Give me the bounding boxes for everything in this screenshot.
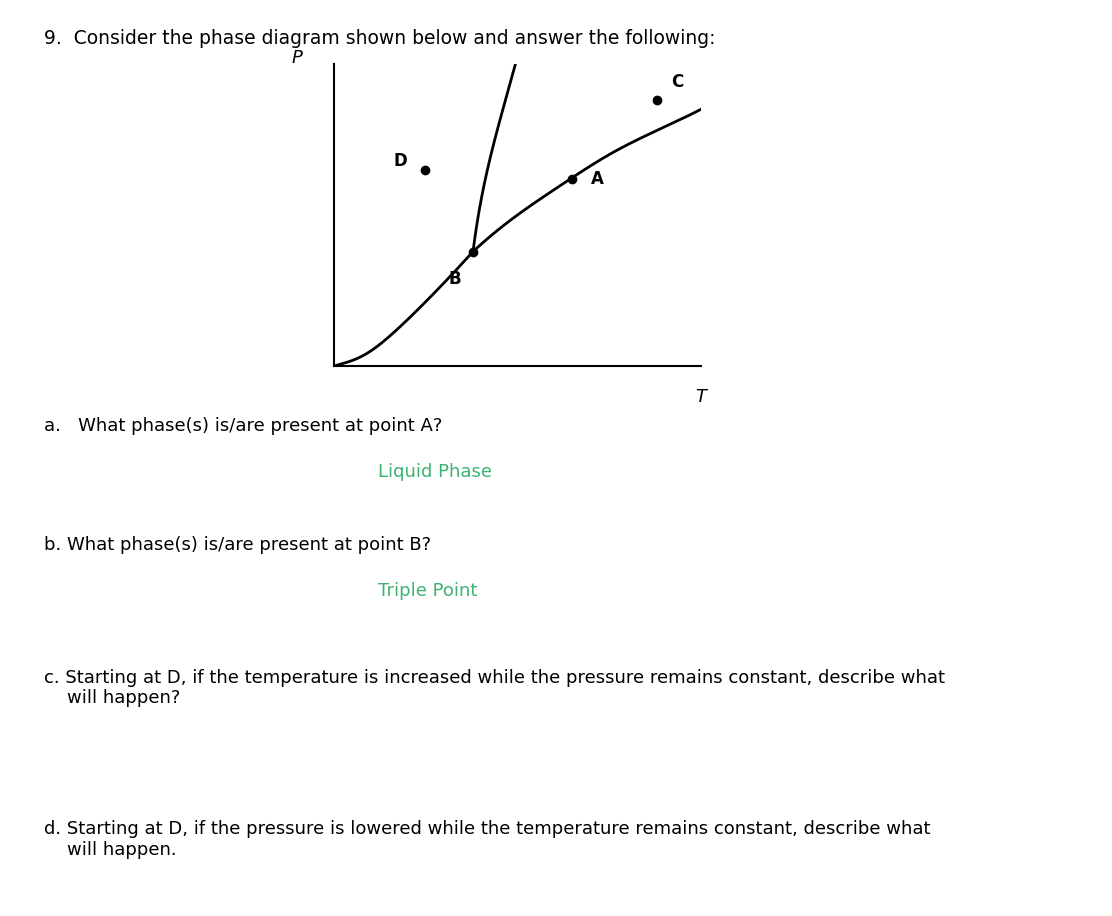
Text: Triple Point: Triple Point — [378, 582, 477, 600]
Text: A: A — [590, 170, 604, 188]
Text: c. Starting at D, if the temperature is increased while the pressure remains con: c. Starting at D, if the temperature is … — [44, 669, 945, 707]
Text: 9.  Consider the phase diagram shown below and answer the following:: 9. Consider the phase diagram shown belo… — [44, 29, 716, 49]
Text: b. What phase(s) is/are present at point B?: b. What phase(s) is/are present at point… — [44, 536, 431, 554]
Text: C: C — [672, 73, 684, 92]
Text: d. Starting at D, if the pressure is lowered while the temperature remains const: d. Starting at D, if the pressure is low… — [44, 820, 931, 858]
Text: B: B — [448, 269, 461, 288]
Text: P: P — [291, 49, 302, 67]
Text: a.   What phase(s) is/are present at point A?: a. What phase(s) is/are present at point… — [44, 417, 443, 435]
Text: Liquid Phase: Liquid Phase — [378, 463, 493, 481]
Text: D: D — [394, 152, 407, 169]
Text: T: T — [695, 387, 706, 406]
